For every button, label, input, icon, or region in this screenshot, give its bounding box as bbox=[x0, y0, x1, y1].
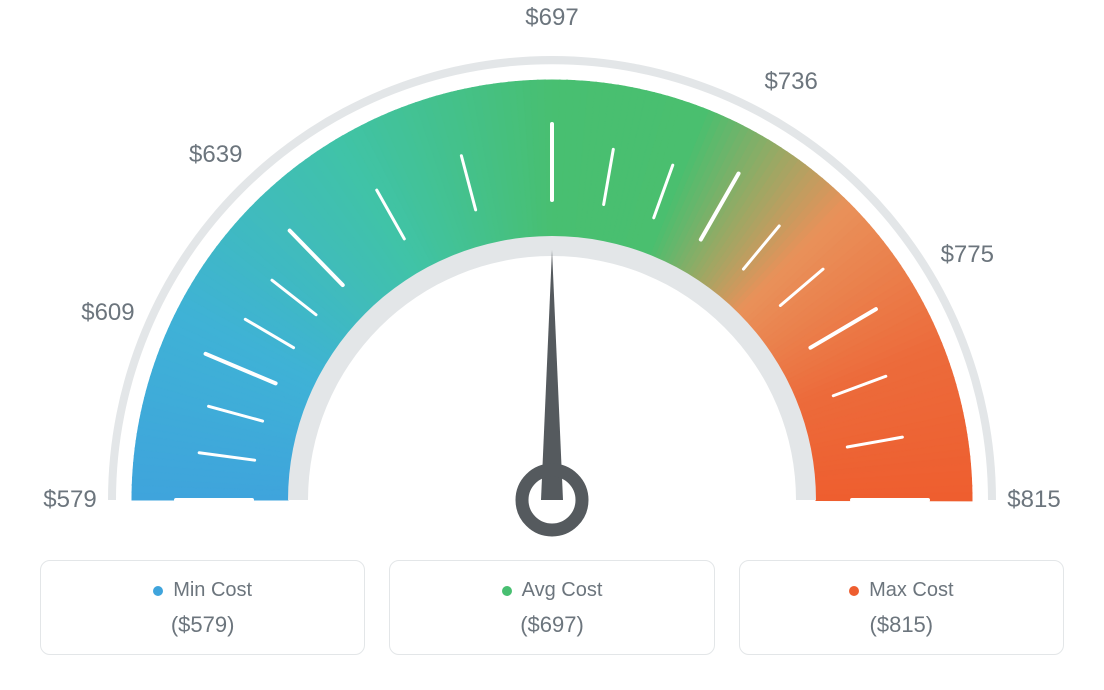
legend-title-avg: Avg Cost bbox=[502, 579, 603, 602]
legend-title-text: Max Cost bbox=[869, 579, 953, 602]
legend-title-min: Min Cost bbox=[153, 579, 252, 602]
legend-title-text: Min Cost bbox=[173, 579, 252, 602]
legend-title-text: Avg Cost bbox=[522, 579, 603, 602]
gauge-area: $579$609$639$697$736$775$815 bbox=[0, 0, 1104, 560]
legend-card-min: Min Cost ($579) bbox=[40, 560, 365, 655]
dot-icon bbox=[153, 586, 163, 596]
gauge-chart-container: $579$609$639$697$736$775$815 Min Cost ($… bbox=[0, 0, 1104, 690]
legend-row: Min Cost ($579) Avg Cost ($697) Max Cost… bbox=[0, 560, 1104, 683]
gauge-svg bbox=[0, 0, 1104, 560]
legend-card-max: Max Cost ($815) bbox=[739, 560, 1064, 655]
legend-value-max: ($815) bbox=[740, 612, 1063, 638]
legend-value-avg: ($697) bbox=[390, 612, 713, 638]
legend-title-max: Max Cost bbox=[849, 579, 953, 602]
dot-icon bbox=[502, 586, 512, 596]
legend-card-avg: Avg Cost ($697) bbox=[389, 560, 714, 655]
legend-value-min: ($579) bbox=[41, 612, 364, 638]
dot-icon bbox=[849, 586, 859, 596]
